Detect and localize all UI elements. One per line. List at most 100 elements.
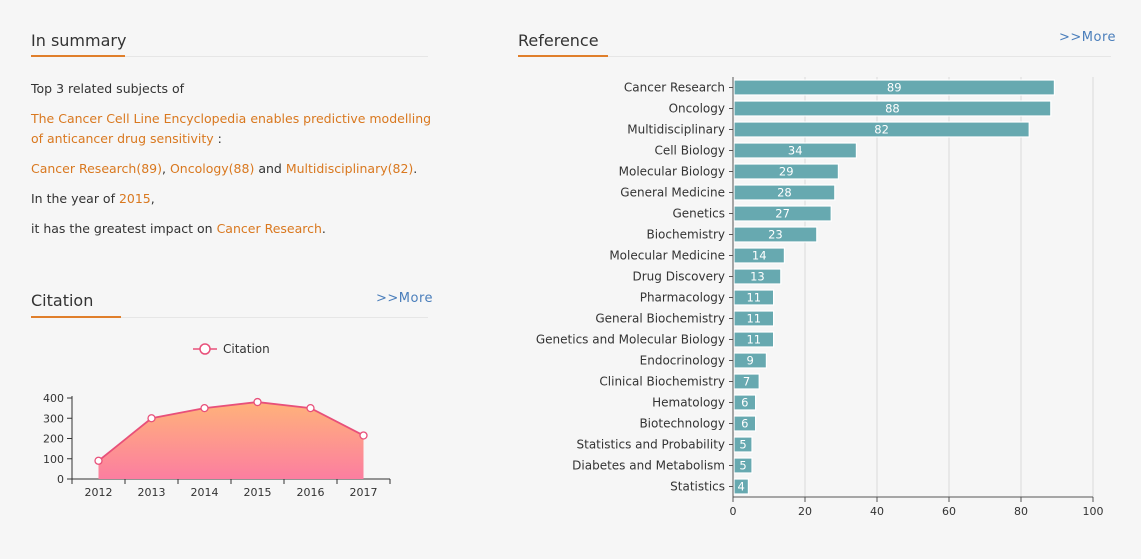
category-label: Biochemistry <box>646 228 725 242</box>
bar-value-label: 34 <box>788 144 803 158</box>
citation-point <box>147 414 156 423</box>
category-label: Biotechnology <box>639 417 725 431</box>
bar-value-label: 13 <box>750 270 765 284</box>
summary-year-link[interactable]: 2015 <box>118 191 151 206</box>
x-tick-label: 2014 <box>191 486 219 499</box>
x-tick-label: 0 <box>730 505 737 518</box>
category-label: Genetics <box>672 207 725 221</box>
category-label: Oncology <box>669 102 725 116</box>
bar-value-label: 11 <box>746 291 761 305</box>
bar-value-label: 27 <box>775 207 790 221</box>
citation-title-underline <box>31 316 121 318</box>
category-label: Clinical Biochemistry <box>599 375 725 389</box>
bar-value-label: 9 <box>747 354 754 368</box>
citation-divider <box>31 317 428 318</box>
summary-paper-title-link[interactable]: of anticancer drug sensitivity <box>31 131 214 146</box>
reference-more-link[interactable]: >>More <box>1059 30 1117 45</box>
category-label: Pharmacology <box>640 291 725 305</box>
bar-value-label: 14 <box>752 249 767 263</box>
x-tick-label: 2013 <box>138 486 166 499</box>
x-tick-label: 60 <box>942 505 956 518</box>
summary-intro: Top 3 related subjects of <box>31 81 185 96</box>
citation-more-link[interactable]: >>More <box>376 291 434 306</box>
y-tick-label: 100 <box>43 453 64 466</box>
bar <box>733 79 1055 96</box>
summary-year: In the year of 2015, <box>31 191 155 206</box>
bar-value-label: 28 <box>777 186 792 200</box>
bar-value-label: 5 <box>739 459 746 473</box>
bar <box>733 352 768 369</box>
category-label: Drug Discovery <box>633 270 726 284</box>
bar-value-label: 6 <box>741 417 748 431</box>
category-label: General Medicine <box>620 186 725 200</box>
x-tick-label: 2012 <box>85 486 113 499</box>
citation-area <box>98 402 364 479</box>
summary-divider <box>31 56 428 57</box>
reference-title: Reference <box>518 31 599 50</box>
x-tick-label: 2016 <box>297 486 325 499</box>
bar-value-label: 11 <box>746 312 761 326</box>
bar-value-label: 89 <box>887 81 902 95</box>
category-label: Molecular Medicine <box>609 249 725 263</box>
citation-point <box>359 431 368 440</box>
bar <box>733 394 757 411</box>
y-tick-label: 0 <box>57 473 64 486</box>
bar <box>733 415 757 432</box>
category-label: Statistics and Probability <box>577 438 726 452</box>
category-label: Molecular Biology <box>619 165 725 179</box>
category-label: Hematology <box>652 396 725 410</box>
summary-impact-link[interactable]: Cancer Research <box>216 221 322 236</box>
x-tick-label: 2017 <box>350 486 378 499</box>
x-tick-label: 2015 <box>244 486 272 499</box>
category-label: Diabetes and Metabolism <box>572 459 725 473</box>
bar <box>733 184 836 201</box>
bar <box>733 436 753 453</box>
bar-value-label: 88 <box>885 102 900 116</box>
summary-impact: it has the greatest impact on Cancer Res… <box>31 221 326 236</box>
citation-point <box>253 397 262 407</box>
bar-value-label: 11 <box>746 333 761 347</box>
bar-value-label: 5 <box>739 438 746 452</box>
bar <box>733 226 818 243</box>
bar <box>733 205 832 222</box>
x-tick-label: 100 <box>1083 505 1104 518</box>
x-tick-label: 20 <box>798 505 812 518</box>
x-tick-label: 80 <box>1014 505 1028 518</box>
category-label: General Biochemistry <box>595 312 725 326</box>
bar-value-label: 7 <box>743 375 750 389</box>
bar <box>733 289 775 306</box>
summary-subjects: Cancer Research(89), Oncology(88) and Mu… <box>31 161 418 176</box>
subject-link-multidisciplinary[interactable]: Multidisciplinary(82) <box>285 161 414 176</box>
x-tick-label: 40 <box>870 505 884 518</box>
summary-title-underline <box>31 55 125 57</box>
bar <box>733 163 840 180</box>
category-label: Genetics and Molecular Biology <box>536 333 725 347</box>
y-tick-label: 300 <box>43 412 64 425</box>
bar <box>733 247 786 264</box>
bar <box>733 121 1030 138</box>
reference-title-underline <box>518 55 608 57</box>
category-label: Cell Biology <box>654 144 725 158</box>
bar <box>733 373 760 390</box>
bar-value-label: 4 <box>738 480 745 494</box>
summary-paper-title-line1[interactable]: The Cancer Cell Line Encyclopedia enable… <box>31 111 432 126</box>
subject-link-cancer-research[interactable]: Cancer Research(89) <box>31 161 162 176</box>
y-tick-label: 200 <box>43 433 64 446</box>
reference-divider <box>518 56 1111 57</box>
bar-value-label: 23 <box>768 228 783 242</box>
category-label: Statistics <box>670 480 725 494</box>
subject-link-oncology[interactable]: Oncology(88) <box>169 161 255 176</box>
y-tick-label: 400 <box>43 392 64 405</box>
citation-point <box>200 403 209 413</box>
bar <box>733 457 753 474</box>
bar <box>733 310 775 327</box>
summary-title: In summary <box>31 31 127 50</box>
bar <box>733 100 1052 117</box>
bar <box>733 142 858 159</box>
legend-marker <box>199 343 211 355</box>
bar <box>733 478 749 495</box>
legend-label-citation: Citation <box>223 342 270 356</box>
bar-value-label: 82 <box>874 123 889 137</box>
bar <box>733 268 782 285</box>
